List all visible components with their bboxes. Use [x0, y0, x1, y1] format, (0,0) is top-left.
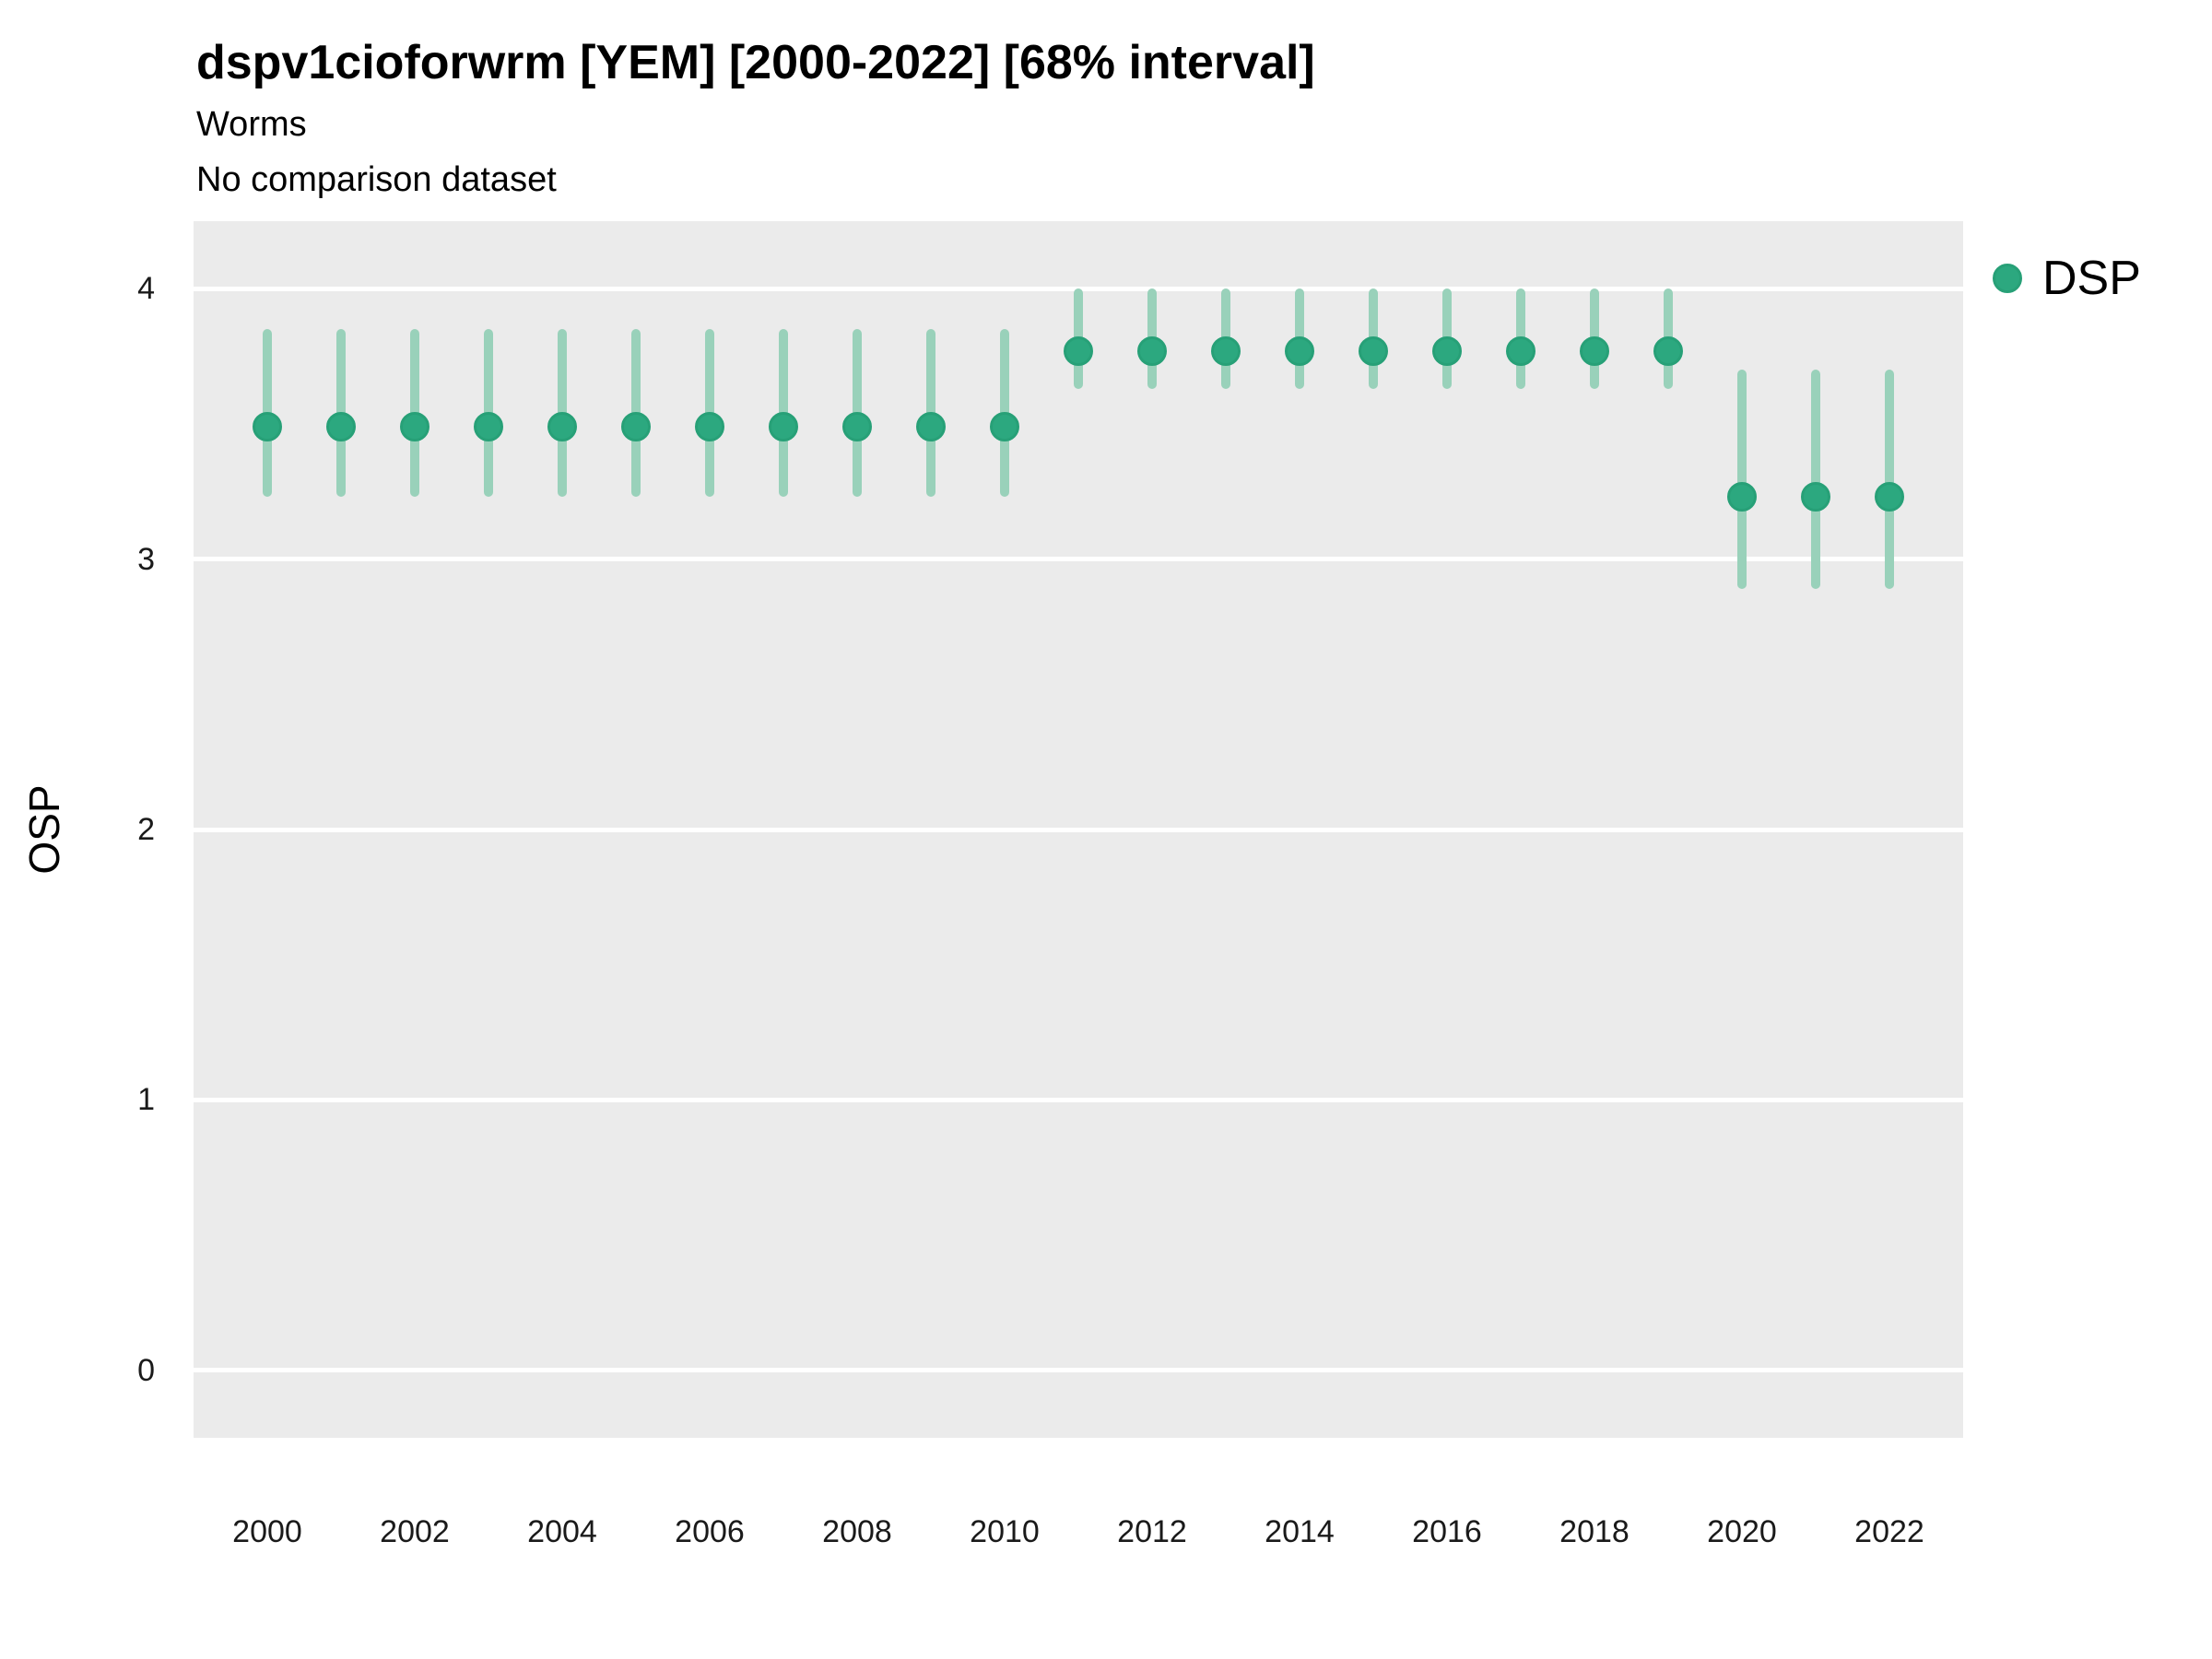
gridline-y-0: [194, 1368, 1963, 1373]
data-point-2006: [695, 411, 724, 441]
data-point-2015: [1359, 335, 1388, 366]
y-tick-label-4: 4: [137, 271, 155, 307]
x-tick-label-2018: 2018: [1559, 1514, 1630, 1549]
data-point-2004: [547, 411, 577, 441]
chart-title: dspv1cioforwrm [YEM] [2000-2022] [68% in…: [196, 36, 1315, 89]
x-tick-label-2006: 2006: [675, 1514, 745, 1549]
y-tick-label-1: 1: [137, 1082, 155, 1118]
data-point-2005: [621, 411, 651, 441]
gridline-y-3: [194, 557, 1963, 562]
data-point-2007: [769, 411, 798, 441]
gridline-y-1: [194, 1097, 1963, 1102]
plot-panel: [194, 221, 1963, 1438]
data-point-2012: [1137, 335, 1167, 366]
data-point-2021: [1801, 482, 1830, 512]
y-tick-label-3: 3: [137, 541, 155, 577]
data-point-2017: [1506, 335, 1535, 366]
x-tick-label-2000: 2000: [232, 1514, 302, 1549]
data-point-2013: [1211, 335, 1241, 366]
data-point-2001: [326, 411, 356, 441]
x-tick-label-2012: 2012: [1117, 1514, 1187, 1549]
y-tick-label-0: 0: [137, 1352, 155, 1388]
x-tick-label-2010: 2010: [970, 1514, 1040, 1549]
data-point-2009: [916, 411, 946, 441]
x-tick-label-2002: 2002: [380, 1514, 450, 1549]
data-point-2010: [990, 411, 1019, 441]
data-point-2011: [1064, 335, 1093, 366]
interval-bar-2020: [1737, 370, 1747, 589]
data-point-2019: [1653, 335, 1683, 366]
data-point-2018: [1580, 335, 1609, 366]
legend-label: DSP: [2042, 252, 2141, 305]
chart-note: No comparison dataset: [196, 160, 557, 199]
data-point-2002: [400, 411, 429, 441]
x-tick-label-2016: 2016: [1412, 1514, 1482, 1549]
data-point-2003: [474, 411, 503, 441]
data-point-2020: [1727, 482, 1757, 512]
x-tick-label-2008: 2008: [822, 1514, 892, 1549]
data-point-2014: [1285, 335, 1314, 366]
x-tick-label-2014: 2014: [1265, 1514, 1335, 1549]
interval-bar-2022: [1885, 370, 1894, 589]
legend-key-dot-icon: [1993, 264, 2022, 293]
legend: DSP: [1993, 253, 2141, 304]
data-point-2008: [842, 411, 872, 441]
chart-subtitle: Worms: [196, 105, 307, 144]
interval-bar-2021: [1811, 370, 1820, 589]
x-tick-label-2004: 2004: [527, 1514, 597, 1549]
x-tick-label-2020: 2020: [1707, 1514, 1777, 1549]
data-point-2022: [1875, 482, 1904, 512]
x-tick-label-2022: 2022: [1854, 1514, 1924, 1549]
data-point-2016: [1432, 335, 1462, 366]
gridline-y-2: [194, 827, 1963, 832]
y-tick-label-2: 2: [137, 812, 155, 847]
data-point-2000: [253, 411, 282, 441]
